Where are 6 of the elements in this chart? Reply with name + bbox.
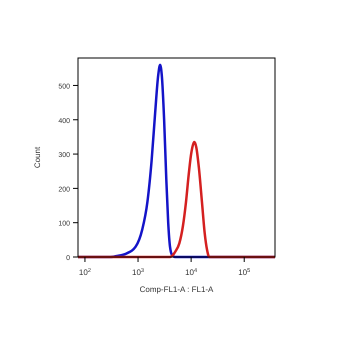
x-tick-label: 10$^{2}$	[78, 268, 91, 277]
x-tick-label: 10$^{5}$	[238, 268, 250, 277]
x-tick-label: 10$^{3}$	[132, 268, 144, 277]
y-axis-title: Count	[33, 146, 42, 168]
x-tick-label: 10$^{4}$	[185, 268, 198, 277]
x-axis-title: Comp-FL1-A : FL1-A	[140, 285, 214, 294]
